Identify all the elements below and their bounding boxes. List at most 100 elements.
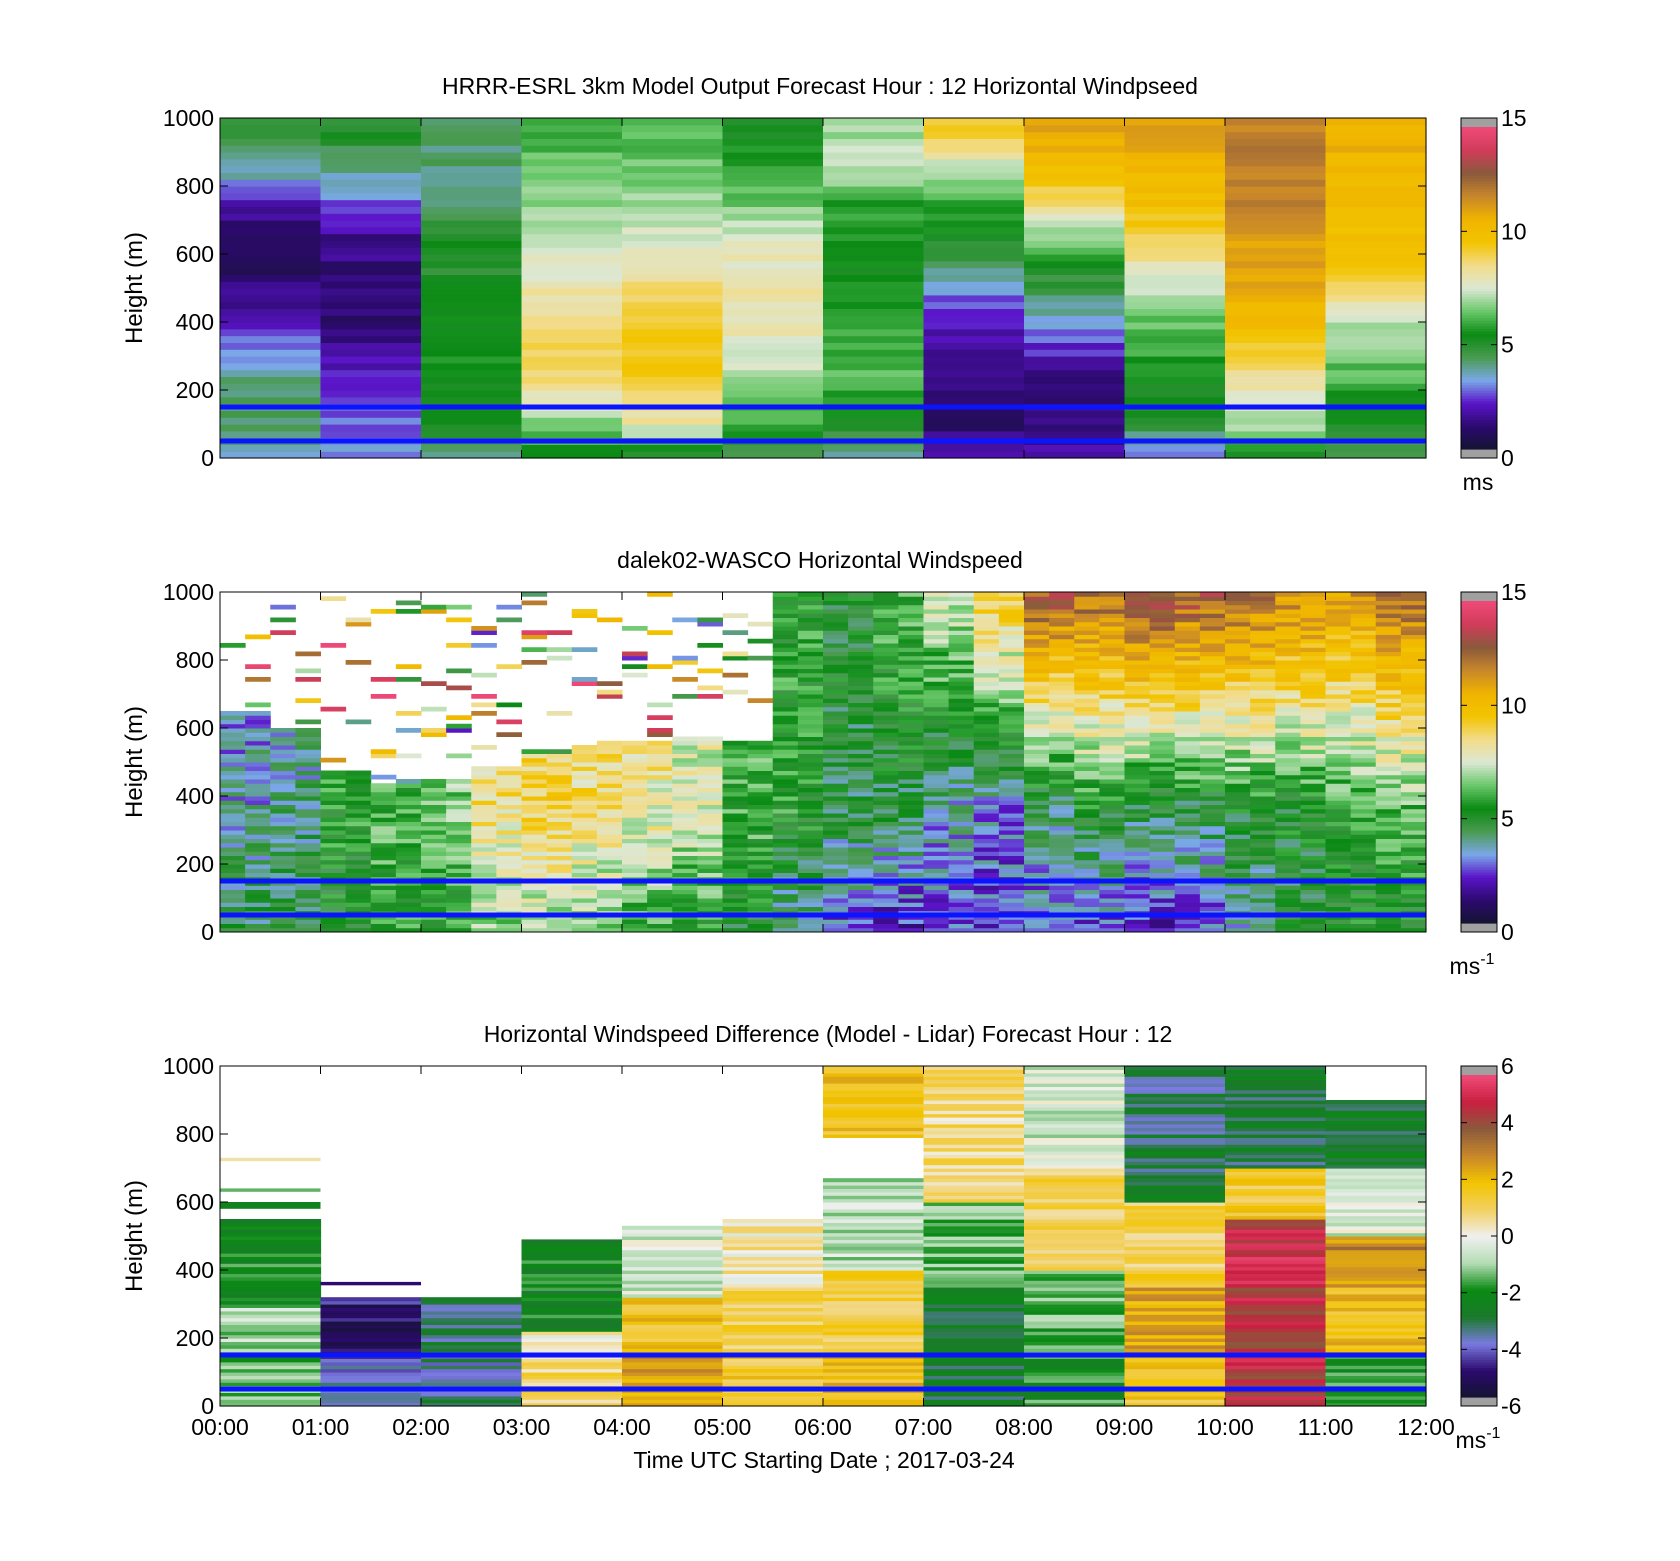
lidar-cell bbox=[1174, 715, 1201, 720]
lidar-cell bbox=[1199, 702, 1226, 708]
lidar-cell bbox=[370, 749, 397, 754]
lidar-cell bbox=[1174, 600, 1201, 606]
difference-cell bbox=[1024, 1198, 1126, 1203]
difference-cell bbox=[521, 1266, 623, 1271]
panel-lidar-title: dalek02-WASCO Horizontal Windspeed bbox=[617, 547, 1023, 573]
model-cell bbox=[521, 417, 623, 425]
difference-cell bbox=[823, 1236, 925, 1240]
model-cell bbox=[1024, 424, 1126, 432]
lidar-cell bbox=[1149, 626, 1176, 631]
difference-cell bbox=[1024, 1222, 1126, 1227]
lidar-cell bbox=[1300, 762, 1327, 767]
lidar-cell bbox=[747, 655, 774, 661]
lidar-cell bbox=[345, 859, 372, 865]
model-cell bbox=[823, 451, 925, 459]
difference-cell bbox=[923, 1100, 1025, 1104]
lidar-cell bbox=[772, 770, 799, 776]
lidar-cell bbox=[220, 723, 246, 729]
lidar-cell bbox=[797, 698, 824, 703]
lidar-cell bbox=[1350, 664, 1377, 669]
model-cell bbox=[823, 247, 925, 255]
model-cell bbox=[421, 390, 523, 398]
difference-cell bbox=[220, 1348, 322, 1353]
model-cell bbox=[320, 199, 422, 207]
lidar-cell bbox=[747, 808, 774, 814]
y-tick-label: 1000 bbox=[163, 579, 214, 605]
difference-cell bbox=[722, 1246, 824, 1251]
difference-cell bbox=[622, 1402, 724, 1407]
model-cell bbox=[923, 240, 1025, 248]
lidar-cell bbox=[345, 851, 372, 856]
lidar-cell bbox=[1350, 808, 1377, 814]
lidar-cell bbox=[848, 906, 874, 912]
lidar-cell bbox=[521, 774, 548, 780]
lidar-cell bbox=[1250, 655, 1276, 661]
difference-cell bbox=[1225, 1283, 1327, 1288]
lidar-cell bbox=[1300, 740, 1327, 746]
lidar-cell bbox=[295, 808, 322, 814]
lidar-cell bbox=[270, 834, 296, 839]
model-cell bbox=[823, 192, 925, 201]
model-cell bbox=[320, 356, 422, 364]
lidar-cell bbox=[697, 919, 724, 924]
lidar-cell bbox=[1199, 698, 1226, 703]
lidar-cell bbox=[1400, 719, 1427, 725]
difference-cell bbox=[1225, 1151, 1327, 1155]
lidar-cell bbox=[1024, 893, 1050, 899]
model-cell bbox=[1225, 315, 1327, 323]
lidar-cell bbox=[772, 677, 799, 682]
model-cell bbox=[923, 396, 1025, 405]
lidar-cell bbox=[772, 736, 799, 742]
lidar-cell bbox=[1275, 592, 1301, 597]
lidar-cell bbox=[1325, 638, 1352, 644]
model-cell bbox=[521, 342, 623, 350]
model-cell bbox=[1124, 390, 1226, 398]
lidar-cell bbox=[898, 732, 925, 737]
difference-cell bbox=[1225, 1178, 1327, 1183]
lidar-cell bbox=[772, 681, 799, 686]
colorbar-segment bbox=[1461, 705, 1497, 709]
lidar-cell bbox=[898, 613, 925, 618]
lidar-cell bbox=[596, 834, 623, 839]
lidar-cell bbox=[672, 821, 698, 827]
lidar-cell bbox=[1225, 621, 1251, 627]
lidar-cell bbox=[1350, 609, 1377, 614]
model-cell bbox=[320, 349, 422, 357]
lidar-cell bbox=[320, 643, 347, 648]
lidar-cell bbox=[797, 672, 824, 678]
lidar-cell bbox=[797, 604, 824, 610]
difference-cell bbox=[521, 1314, 623, 1319]
lidar-cell bbox=[1099, 715, 1126, 720]
lidar-cell bbox=[1024, 885, 1050, 890]
lidar-cell bbox=[1099, 770, 1126, 776]
colorbar-segment bbox=[1461, 845, 1497, 849]
lidar-cell bbox=[998, 851, 1025, 856]
lidar-cell bbox=[923, 889, 950, 895]
difference-cell bbox=[1225, 1202, 1327, 1206]
lidar-cell bbox=[496, 919, 523, 924]
lidar-cell bbox=[446, 872, 472, 878]
lidar-cell bbox=[647, 592, 673, 597]
lidar-cell bbox=[973, 643, 1000, 648]
lidar-cell bbox=[1275, 766, 1301, 771]
lidar-cell bbox=[873, 617, 899, 623]
lidar-cell bbox=[898, 677, 925, 682]
lidar-cell bbox=[1024, 753, 1050, 759]
colorbar-segment bbox=[1461, 277, 1497, 281]
lidar-cell bbox=[1400, 804, 1427, 810]
lidar-cell bbox=[1300, 664, 1327, 669]
model-cell bbox=[320, 424, 422, 432]
lidar-cell bbox=[973, 864, 1000, 869]
lidar-cell bbox=[1024, 770, 1050, 776]
lidar-cell bbox=[973, 630, 1000, 635]
lidar-cell bbox=[1149, 592, 1176, 597]
lidar-cell bbox=[395, 902, 422, 907]
lidar-cell bbox=[848, 634, 874, 640]
model-cell bbox=[1325, 145, 1427, 153]
lidar-cell bbox=[370, 902, 397, 907]
difference-cell bbox=[1124, 1089, 1226, 1094]
difference-cell bbox=[923, 1344, 1025, 1349]
lidar-cell bbox=[471, 902, 497, 907]
lidar-cell bbox=[1350, 596, 1377, 601]
lidar-cell bbox=[245, 893, 271, 899]
